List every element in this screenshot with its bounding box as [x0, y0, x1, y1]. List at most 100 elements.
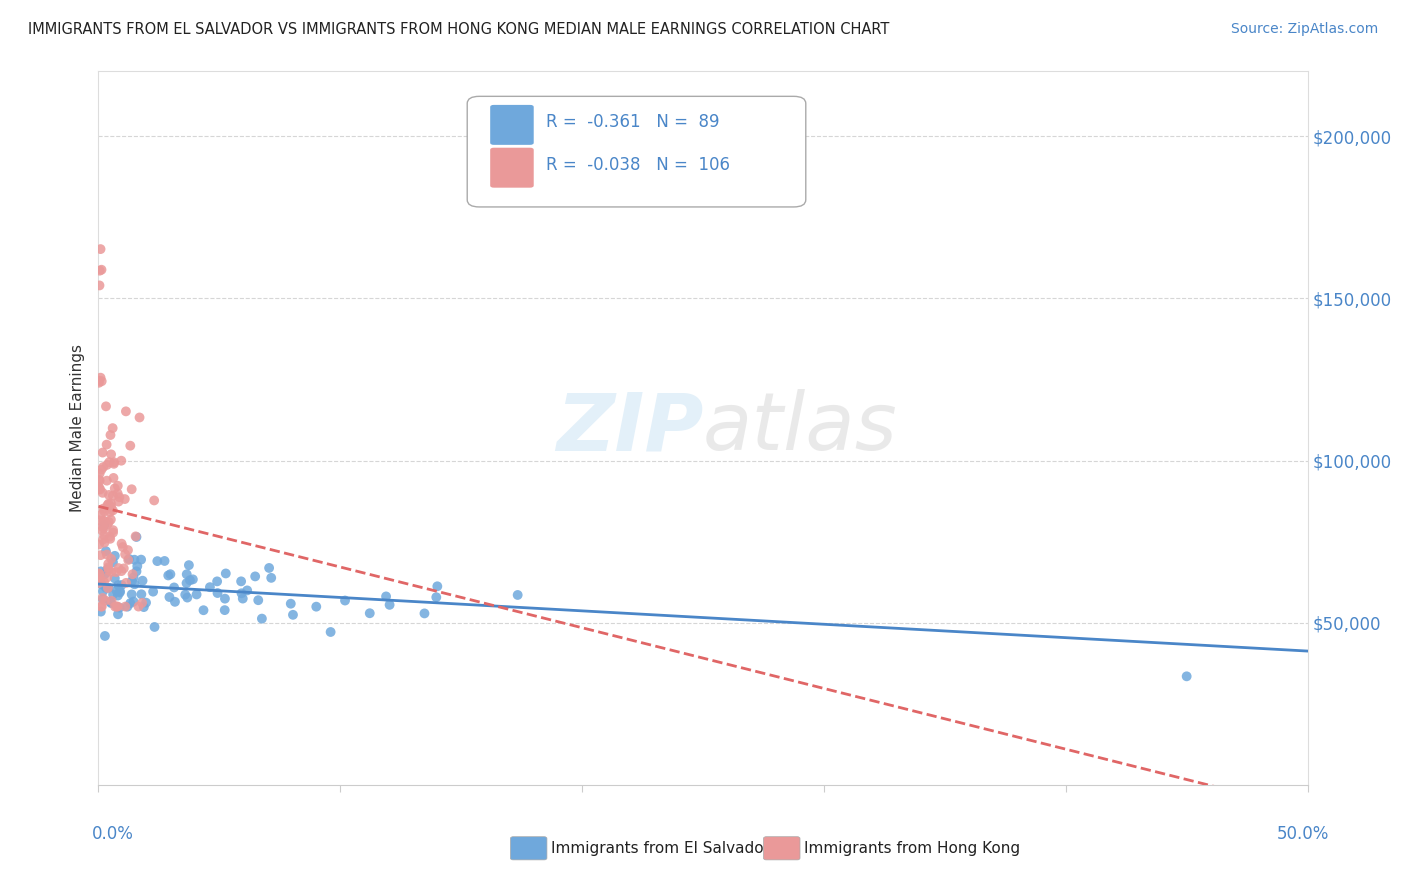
Point	[87, 480, 110, 494]
Text: 0.0%: 0.0%	[91, 825, 134, 843]
Point	[163, 595, 186, 609]
Point	[115, 404, 138, 418]
Point	[91, 485, 114, 500]
Point	[90, 605, 112, 619]
Point	[108, 490, 131, 504]
Point	[96, 437, 118, 451]
Point	[105, 599, 128, 614]
Point	[108, 600, 131, 615]
Point	[110, 453, 132, 467]
Text: IMMIGRANTS FROM EL SALVADOR VS IMMIGRANTS FROM HONG KONG MEDIAN MALE EARNINGS CO: IMMIGRANTS FROM EL SALVADOR VS IMMIGRANT…	[28, 22, 890, 37]
Point	[124, 529, 146, 543]
Point	[90, 577, 112, 591]
Point	[214, 591, 236, 606]
Point	[214, 603, 236, 617]
Point	[198, 580, 221, 594]
Point	[89, 513, 111, 527]
Point	[131, 574, 153, 588]
Point	[135, 596, 157, 610]
Point	[89, 483, 111, 497]
Point	[96, 562, 118, 576]
Point	[93, 518, 115, 533]
Point	[89, 572, 111, 586]
Point	[247, 593, 270, 607]
Point	[205, 574, 228, 589]
Point	[97, 581, 120, 595]
Point	[281, 607, 304, 622]
Point	[120, 596, 142, 610]
Point	[97, 563, 120, 577]
Text: ZIP: ZIP	[555, 389, 703, 467]
Point	[90, 463, 112, 477]
Point	[125, 565, 148, 579]
Point	[112, 561, 135, 575]
Point	[375, 590, 398, 604]
Point	[124, 577, 146, 591]
Point	[90, 242, 112, 256]
Point	[110, 578, 132, 592]
Point	[111, 540, 134, 554]
Point	[91, 524, 114, 538]
Text: Source: ZipAtlas.com: Source: ZipAtlas.com	[1230, 22, 1378, 37]
Point	[127, 559, 149, 574]
Point	[101, 421, 124, 435]
Point	[117, 543, 139, 558]
Text: 50.0%: 50.0%	[1277, 825, 1329, 843]
Point	[104, 599, 127, 614]
Point	[117, 599, 139, 614]
Point	[90, 548, 112, 562]
Point	[100, 447, 122, 461]
Point	[87, 566, 110, 581]
Point	[87, 376, 110, 390]
Point	[91, 591, 114, 605]
Point	[93, 501, 115, 516]
Point	[215, 566, 238, 581]
Point	[121, 567, 143, 582]
Point	[157, 568, 180, 582]
Point	[87, 482, 110, 496]
Point	[97, 560, 120, 574]
Point	[107, 599, 129, 614]
Point	[107, 607, 129, 622]
Point	[91, 460, 114, 475]
Point	[97, 557, 120, 571]
Point	[176, 591, 198, 605]
Point	[97, 497, 120, 511]
Point	[121, 482, 143, 496]
Point	[104, 549, 127, 563]
Point	[91, 592, 114, 607]
Point	[176, 567, 198, 582]
Point	[122, 594, 145, 608]
Point	[146, 554, 169, 568]
Point	[101, 555, 124, 569]
Point	[94, 593, 117, 607]
Point	[129, 552, 152, 566]
Text: Immigrants from Hong Kong: Immigrants from Hong Kong	[804, 841, 1021, 855]
Point	[117, 553, 139, 567]
Point	[231, 586, 253, 600]
Point	[89, 474, 111, 488]
Point	[100, 565, 122, 579]
Point	[413, 607, 436, 621]
Point	[100, 512, 122, 526]
Point	[115, 575, 138, 590]
Point	[124, 552, 146, 566]
Point	[90, 370, 112, 384]
Point	[110, 564, 132, 578]
Point	[94, 567, 117, 582]
Point	[260, 571, 283, 585]
Point	[90, 262, 112, 277]
Point	[93, 504, 115, 518]
Point	[143, 620, 166, 634]
Point	[159, 567, 181, 582]
Point	[280, 597, 302, 611]
Point	[114, 599, 136, 614]
Point	[104, 571, 127, 585]
Point	[97, 581, 120, 595]
Point	[319, 625, 342, 640]
Point	[250, 612, 273, 626]
Point	[305, 599, 328, 614]
Point	[426, 579, 449, 593]
FancyBboxPatch shape	[491, 148, 534, 187]
Point	[97, 515, 120, 529]
